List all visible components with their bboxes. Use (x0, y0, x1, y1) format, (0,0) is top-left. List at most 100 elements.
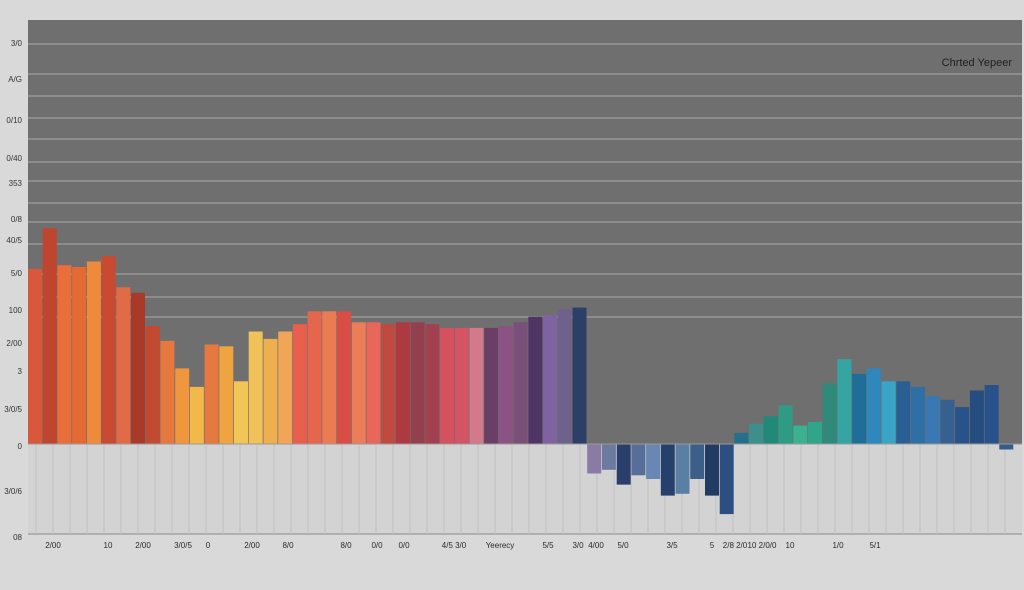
bar-59 (881, 381, 896, 444)
bar-42 (631, 444, 646, 476)
bar-13 (204, 344, 219, 444)
bar-51 (763, 416, 778, 444)
x-tick-label: 8/0 (282, 541, 294, 550)
bar-15 (234, 381, 248, 444)
y-tick-label: 2/00 (6, 339, 22, 348)
bar-27 (410, 322, 425, 444)
bar-44 (660, 444, 675, 496)
bar-62 (925, 396, 940, 444)
x-tick-label: 4/00 (588, 541, 604, 550)
bar-17 (263, 338, 278, 444)
bar-45 (675, 444, 690, 494)
bar-38 (572, 307, 587, 444)
bar-29 (440, 327, 455, 444)
bar-25 (381, 324, 396, 444)
bar-28 (425, 324, 440, 444)
bar-14 (219, 346, 234, 444)
bar-9 (145, 326, 160, 444)
y-tick-label: 0/10 (6, 116, 22, 125)
bar-32 (484, 327, 499, 444)
y-tick-label: 3/0 (11, 39, 23, 48)
y-tick-label: 3 (18, 367, 23, 376)
chart-title: Chrted Yepeer (942, 57, 1013, 69)
bar-52 (778, 405, 793, 444)
y-tick-label: 100 (9, 306, 23, 315)
x-tick-label: 0/0 (371, 541, 383, 550)
bar-41 (616, 444, 631, 485)
x-tick-label: 5 (710, 541, 715, 550)
bar-48 (719, 444, 734, 515)
bar-67 (999, 444, 1014, 450)
bar-57 (852, 373, 867, 444)
bar-12 (189, 386, 204, 444)
x-tick-label: 2/00 (244, 541, 260, 550)
bar-46 (690, 444, 705, 479)
bar-10 (160, 340, 175, 444)
x-tick-label: 2/8 2/0 (723, 541, 748, 550)
bar-60 (896, 381, 911, 444)
y-tick-label: 0 (18, 442, 23, 451)
bar-50 (749, 423, 764, 444)
y-tick-label: 5/0 (11, 269, 23, 278)
plot-background-lower (28, 444, 1022, 534)
bar-53 (793, 425, 808, 444)
bar-56 (837, 359, 852, 444)
bar-47 (705, 444, 719, 496)
bar-22 (337, 311, 351, 444)
bar-35 (528, 316, 543, 444)
bar-11 (175, 368, 190, 444)
bar-65 (969, 390, 984, 444)
bar-49 (734, 432, 749, 444)
bar-36 (543, 315, 558, 444)
bar-6 (101, 256, 116, 444)
bar-3 (57, 265, 72, 444)
x-tick-label: 5/0 (617, 541, 629, 550)
x-tick-label: Yeerecy (486, 541, 515, 550)
bar-5 (86, 261, 101, 444)
x-tick-label: 4/5 3/0 (442, 541, 467, 550)
y-tick-label: 3/0/5 (4, 405, 22, 414)
bar-55 (822, 383, 837, 444)
bar-2 (42, 228, 57, 444)
x-tick-label: 5/5 (542, 541, 554, 550)
bar-7 (116, 287, 131, 444)
bar-54 (808, 421, 822, 444)
x-tick-label: 3/0 (572, 541, 584, 550)
bar-33 (498, 326, 513, 444)
bar-63 (940, 399, 955, 444)
bar-64 (955, 407, 970, 444)
bar-39 (587, 444, 602, 474)
x-tick-label: 10 (786, 541, 795, 550)
bar-19 (292, 324, 307, 444)
bar-30 (454, 327, 469, 444)
x-tick-label: 5/1 (869, 541, 881, 550)
bar-23 (351, 322, 366, 444)
x-tick-label: 3/5 (666, 541, 678, 550)
bar-24 (366, 322, 381, 444)
bar-61 (911, 386, 925, 444)
bar-8 (131, 292, 145, 444)
bar-16 (248, 331, 263, 444)
x-tick-label: 0/0 (398, 541, 410, 550)
y-tick-label: 0/40 (6, 154, 22, 163)
bar-31 (469, 327, 484, 444)
x-tick-label: 1/0 (832, 541, 844, 550)
x-tick-label: 8/0 (340, 541, 352, 550)
y-tick-label: 08 (13, 533, 22, 542)
bar-58 (866, 368, 881, 444)
y-tick-label: 3/0/6 (4, 487, 22, 496)
x-tick-label: 2/00 (135, 541, 151, 550)
bar-18 (278, 331, 293, 444)
y-tick-label: 40/5 (6, 236, 22, 245)
y-tick-label: 353 (9, 179, 23, 188)
bar-43 (646, 444, 661, 479)
y-tick-label: 0/8 (11, 215, 23, 224)
bar-66 (984, 385, 999, 444)
bar-20 (307, 311, 322, 444)
x-tick-label: 2/00 (45, 541, 61, 550)
bar-40 (601, 444, 616, 470)
bar-21 (322, 311, 337, 444)
bar-37 (557, 309, 572, 444)
